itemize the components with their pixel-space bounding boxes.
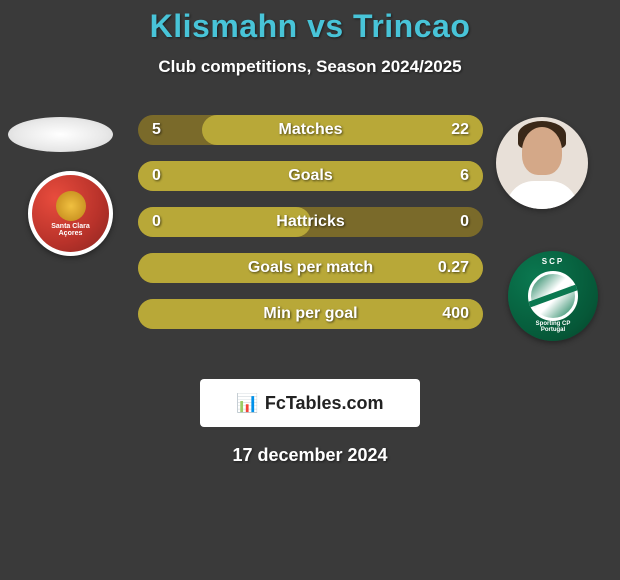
stat-label: Goals: [288, 167, 332, 185]
stat-left-value: 0: [152, 213, 161, 231]
stat-label: Matches: [278, 121, 342, 139]
stat-row: 5 22 Matches: [138, 115, 483, 145]
watermark-brand: FcTables.com: [265, 393, 384, 414]
chart-icon: 📊: [236, 393, 258, 414]
stat-right-value: 0.27: [438, 259, 469, 277]
stat-label: Hattricks: [276, 213, 344, 231]
stat-row: 0 6 Goals: [138, 161, 483, 191]
stat-row: 400 Min per goal: [138, 299, 483, 329]
main-area: Santa Clara Açores SCP Sporting CPPortug…: [0, 109, 620, 369]
subtitle: Club competitions, Season 2024/2025: [0, 57, 620, 77]
stat-label: Min per goal: [263, 305, 357, 323]
stat-right-value: 22: [451, 121, 469, 139]
team-right-logo: SCP Sporting CPPortugal: [508, 251, 598, 341]
stripe-shape: [528, 285, 577, 308]
stat-row: 0 0 Hattricks: [138, 207, 483, 237]
team-left-location: Açores: [59, 230, 83, 237]
eagle-icon: [56, 191, 86, 221]
player-right-photo: [496, 117, 588, 209]
page-title: Klismahn vs Trincao: [0, 8, 620, 45]
stat-right-value: 0: [460, 213, 469, 231]
head-shape: [522, 127, 562, 175]
stat-right-value: 6: [460, 167, 469, 185]
stat-left-value: 5: [152, 121, 161, 139]
team-left-name: Santa Clara: [51, 223, 90, 230]
stats-bars: 5 22 Matches 0 6 Goals 0 0 Hattricks 0.27 Goals pe…: [138, 115, 483, 345]
watermark-box: 📊 FcTables.com: [200, 379, 420, 427]
stat-row: 0.27 Goals per match: [138, 253, 483, 283]
player-left-photo: [8, 117, 113, 152]
team-right-abbrev: SCP: [542, 257, 564, 266]
stat-right-value: 400: [442, 305, 469, 323]
comparison-infographic: Klismahn vs Trincao Club competitions, S…: [0, 0, 620, 466]
stat-left-value: 0: [152, 167, 161, 185]
team-left-logo: Santa Clara Açores: [28, 171, 113, 256]
date-line: 17 december 2024: [0, 445, 620, 466]
team-right-location: Sporting CPPortugal: [536, 321, 571, 333]
body-shape: [506, 181, 578, 209]
shield-icon: [528, 271, 578, 321]
stat-label: Goals per match: [248, 259, 373, 277]
